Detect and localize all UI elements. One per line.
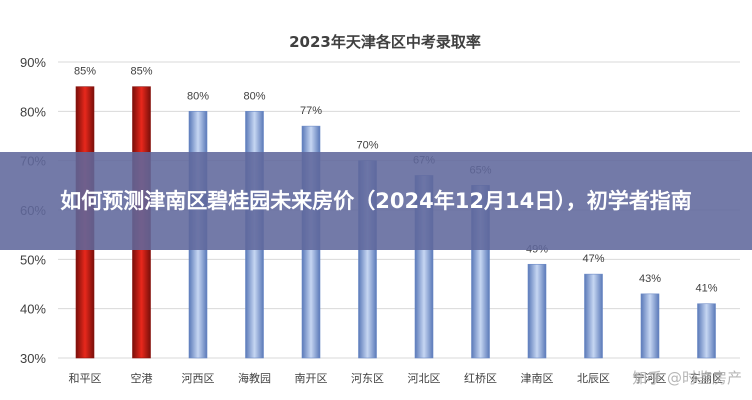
data-label: 80% [187,90,209,102]
x-axis: 和平区 空港 河西区 海教园 南开区 河东区 河北区 红桥区 津南区 北辰区 宁河区 东丽区 [69,371,724,385]
chart-title: 2023年天津各区中考录取率 [289,33,481,51]
x-tick-label: 北辰区 [577,372,610,385]
x-tick-label: 河西区 [182,372,215,385]
y-tick-label: 90% [20,55,46,70]
x-tick-label: 红桥区 [464,372,497,385]
bar [584,273,603,359]
x-tick-label: 和平区 [69,372,102,385]
x-tick-label: 空港 [131,371,153,385]
y-tick-label: 30% [20,351,46,366]
data-label: 47% [582,253,604,265]
bar [527,263,547,359]
data-label: 77% [300,105,322,117]
y-tick-label: 40% [20,302,46,317]
x-tick-label: 南开区 [295,372,328,385]
bar [697,303,716,359]
x-tick-label: 宁河区 [634,371,667,385]
x-tick-label: 津南区 [521,372,554,385]
data-label: 85% [130,66,152,78]
data-label: 80% [243,90,265,102]
x-tick-label: 海教园 [238,371,271,385]
data-label: 43% [639,273,661,285]
x-tick-label: 河北区 [408,372,441,385]
headline[interactable]: 如何预测津南区碧桂园未来房价（2024年12月14日），初学者指南 [60,188,692,213]
data-label: 41% [695,283,717,295]
y-tick-label: 50% [20,252,46,267]
headline-banner: 如何预测津南区碧桂园未来房价（2024年12月14日），初学者指南 [0,152,752,250]
bar [640,293,660,359]
x-tick-label: 河东区 [351,372,384,385]
data-label: 70% [356,140,378,152]
watermark: 知乎 @时鉴房产 [632,369,742,387]
y-tick-label: 80% [20,104,46,119]
data-label: 85% [74,66,96,78]
x-tick-label: 东丽区 [690,372,723,385]
